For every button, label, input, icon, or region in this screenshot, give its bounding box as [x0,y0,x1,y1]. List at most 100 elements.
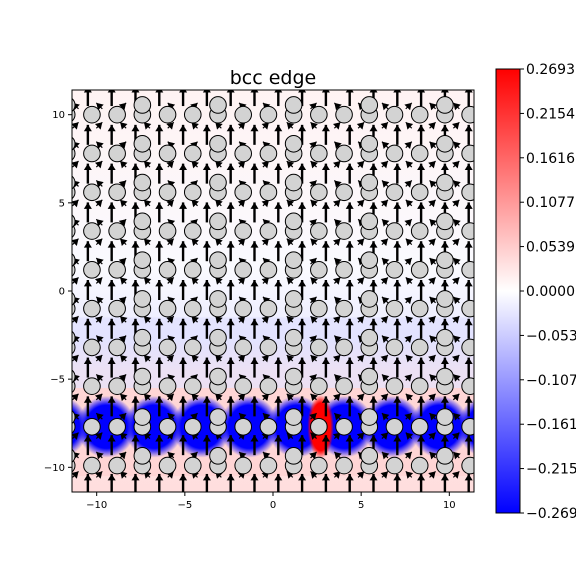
small-vector-arrow [404,257,413,266]
vector-arrow [60,474,68,494]
arrow-head [179,90,188,93]
vector-arrow [250,241,259,262]
atom-marker [209,173,227,192]
arrow-head [453,102,461,111]
arrow-head [381,296,390,305]
x-axis: −10 −5 0 5 10 [86,492,456,511]
small-vector-arrow [119,315,128,324]
arrow-head [345,318,354,326]
arrow-head [380,355,388,363]
arrow-head [464,318,473,326]
arrow-head [72,355,79,363]
atom-marker [436,408,454,426]
arrow-head [143,238,152,246]
arrow-head [155,90,164,93]
arrow-head [155,241,164,248]
atom-marker [158,261,177,279]
arrow-head [226,202,235,209]
atom-marker [284,408,303,426]
arrow-head [464,90,473,93]
atom-marker [72,458,76,473]
small-vector-arrow [428,121,436,130]
small-vector-arrow [143,160,152,169]
arrow-head [83,318,92,326]
arrow-head [452,355,460,363]
arrow-head [237,393,246,402]
arrow-head [72,316,79,324]
small-vector-arrow [452,354,460,363]
arrow-head [417,124,426,132]
arrow-head [131,435,140,442]
colorbar-gradient [495,68,521,514]
small-vector-arrow [429,335,437,343]
small-vector-arrow [94,470,103,479]
arrow-head [118,141,127,150]
vector-arrow [155,435,164,456]
small-vector-arrow [143,354,152,363]
arrow-head [334,219,342,227]
vector-arrow [393,357,402,378]
atom-marker [410,417,429,436]
arrow-head [333,199,341,208]
small-vector-arrow [452,257,461,266]
atom-marker [360,173,379,192]
atom-marker [410,105,429,124]
arrow-head [83,163,92,171]
atom-marker [209,212,227,231]
atom-marker [259,144,278,163]
arrow-head [405,393,414,402]
atom-marker [461,377,474,396]
vector-arrow [440,473,449,492]
atom-marker [436,328,454,347]
atom-marker [360,96,379,114]
small-vector-arrow [166,160,175,169]
vector-arrow [83,202,92,223]
colorbar-tick-label: 0.0539 [526,240,575,256]
arrow-head [380,393,388,402]
arrow-head [96,335,104,343]
small-vector-arrow [452,238,460,246]
vector-arrow [250,318,259,339]
arrow-head [440,90,449,93]
arrow-head [191,238,199,246]
arrow-head [334,296,342,305]
arrow-head [380,277,388,285]
vector-arrow [226,90,235,107]
arrow-head [453,374,461,382]
small-vector-arrow [286,199,295,208]
vector-arrow [417,90,426,107]
arrow-head [155,435,164,442]
small-vector-arrow [356,276,365,285]
arrow-head [393,90,402,93]
arrow-head [94,471,103,479]
arrow-head [215,393,223,402]
arrow-head [356,122,365,130]
atom-marker [209,447,227,465]
atom-marker [183,222,202,240]
arrow-head [298,241,307,248]
atom-marker [72,185,76,200]
small-vector-arrow [405,160,414,169]
vector-arrow [202,318,211,339]
atom-marker [360,328,379,347]
small-vector-arrow [333,354,341,363]
small-vector-arrow [452,121,460,130]
atom-marker [72,410,76,425]
arrow-head [381,374,390,382]
arrow-head [381,258,390,266]
atom-marker [385,261,404,279]
arrow-head [428,122,436,130]
arrow-head [131,202,140,209]
arrow-head [369,318,378,326]
vector-arrow [274,396,283,417]
small-vector-arrow [356,238,365,246]
vector-arrow [321,435,330,456]
arrow-head [250,202,259,209]
small-vector-arrow [94,199,103,208]
arrow-head [429,374,437,382]
atom-marker [72,379,76,394]
atom-marker [108,222,126,240]
arrow-head [107,241,116,248]
atom-marker [284,290,303,308]
atom-marker [335,183,353,202]
